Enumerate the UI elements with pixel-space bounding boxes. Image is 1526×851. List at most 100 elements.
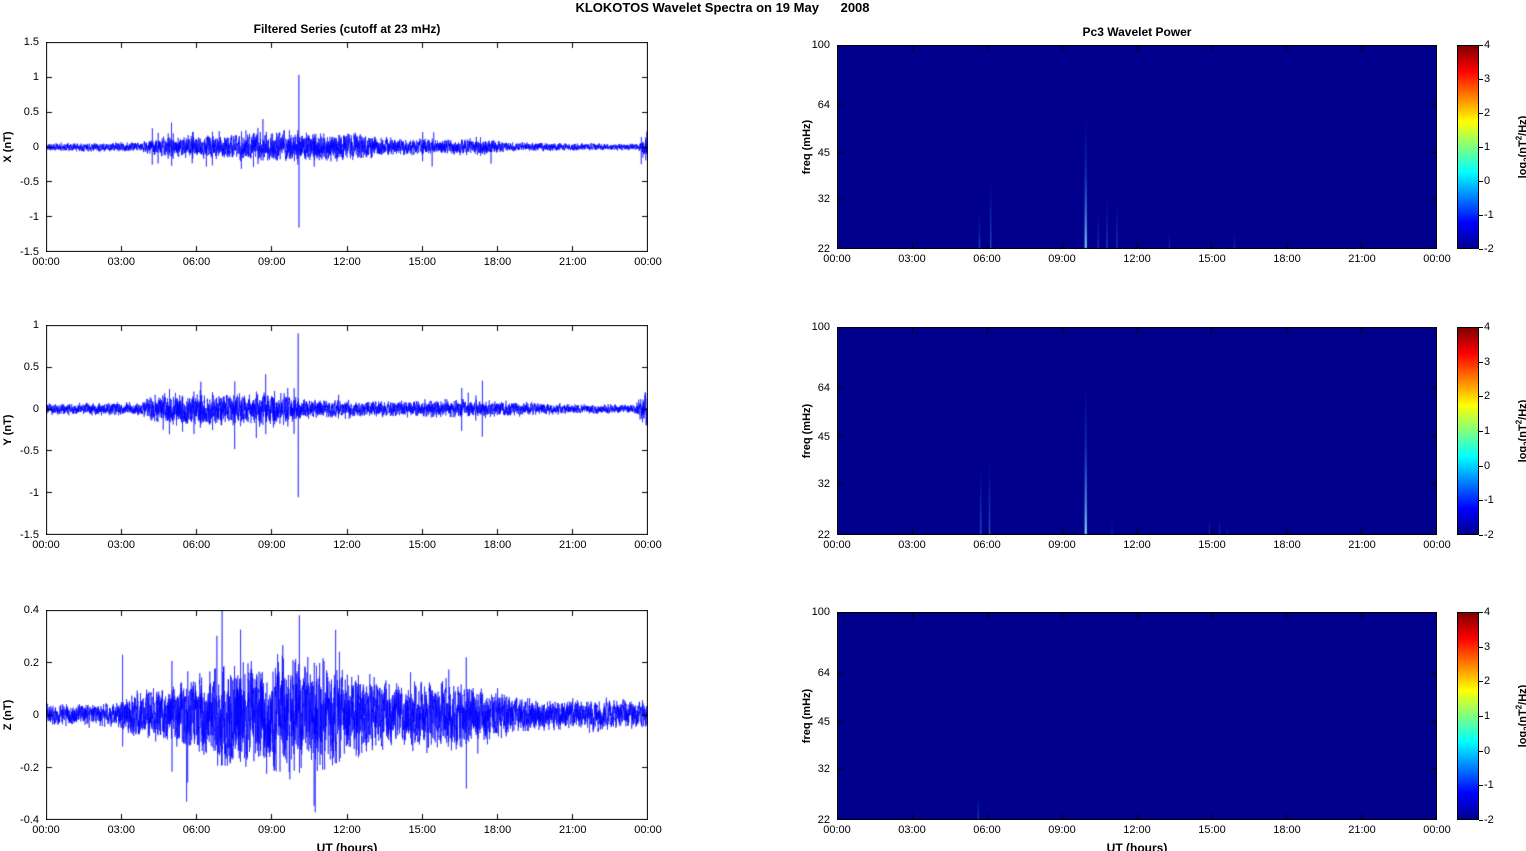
y-tick-label: 32 [817, 762, 830, 775]
x-tick-label: 12:00 [333, 256, 361, 268]
colorbar-tick-label: 0 [1478, 744, 1491, 757]
x-axis-label: UT (hours) [316, 841, 378, 851]
x-tick-label: 15:00 [408, 256, 437, 268]
y-tick-label: -1 [29, 211, 39, 223]
colorbar-tick-label: 0 [1478, 459, 1491, 472]
colorbar-tick-labels: 4 3 2 1 0 -1 -2 [1478, 321, 1509, 541]
x-tick-label: 15:00 [408, 824, 437, 836]
panel-title: Pc3 Wavelet Power [1082, 25, 1192, 39]
colorbar-x: 4 3 2 1 0 -1 -2 log2(nT2/Hz) [1457, 39, 1526, 255]
y-tick-label: 0 [32, 403, 39, 415]
y-tick-label: 32 [817, 477, 830, 490]
x-tick-label: 00:00 [32, 256, 60, 268]
y-tick-label: 100 [811, 39, 830, 51]
y-tick-label: -0.4 [20, 814, 39, 826]
x-tick-label: 12:00 [333, 824, 361, 836]
x-tick-label: 00:00 [823, 824, 851, 836]
y-tick-label: 64 [817, 382, 830, 395]
colorbar-tick-label: -2 [1479, 529, 1494, 541]
x-tick-label: 00:00 [823, 253, 851, 265]
panel-x-wavelet-power: Pc3 Wavelet Power freq (mHz) 22 32 45 64 100… [801, 25, 1451, 265]
panel-y-filtered-series: Y (nT) -1.5 -1 -0.5 0 0.5 1 00:00 03:00 06:00 09… [2, 319, 662, 551]
colorbar-tick-label: 4 [1478, 606, 1491, 618]
x-tick-label: 21:00 [558, 256, 587, 268]
x-tick-label: 09:00 [257, 824, 286, 836]
y-tick-labels: -1.5 -1 -0.5 0 0.5 1 1.5 [10, 36, 46, 258]
colorbar-tick-label: 1 [1478, 425, 1491, 437]
x-wavelet-plot [837, 45, 1437, 249]
y-tick-label: 0 [32, 709, 39, 721]
colorbar-gradient [1457, 45, 1479, 249]
x-tick-label: 21:00 [1348, 539, 1376, 551]
colorbar-tick-label: 3 [1478, 72, 1491, 85]
x-tick-label: 03:00 [898, 824, 926, 836]
panel-title: Filtered Series (cutoff at 23 mHz) [253, 22, 441, 36]
y-wavelet-plot [837, 327, 1437, 535]
colorbar-tick-labels: 4 3 2 1 0 -1 -2 [1478, 606, 1509, 826]
y-tick-label: 0 [32, 141, 39, 153]
x-tick-label: 06:00 [973, 824, 1001, 836]
y-tick-label: 1 [32, 319, 39, 331]
colorbar-tick-label: 4 [1478, 321, 1491, 333]
colorbar-tick-label: -1 [1479, 209, 1494, 221]
colorbar-y: 4 3 2 1 0 -1 -2 log2(nT2/Hz) [1457, 321, 1526, 541]
colorbar-tick-label: 2 [1478, 390, 1491, 403]
x-tick-labels: 00:00 03:00 06:00 09:00 12:00 15:00 18:00 21:00… [32, 252, 662, 268]
colorbar-tick-label: 2 [1478, 675, 1491, 688]
x-tick-label: 03:00 [107, 824, 136, 836]
x-tick-label: 09:00 [1048, 253, 1076, 265]
x-tick-label: 21:00 [558, 539, 587, 551]
x-tick-label: 15:00 [408, 539, 437, 551]
figure-title: KLOKOTOS Wavelet Spectra on 19 May 2008 [575, 0, 870, 15]
colorbar-tick-label: 2 [1478, 106, 1491, 119]
x-tick-label: 00:00 [1423, 253, 1451, 265]
panel-x-filtered-series: Filtered Series (cutoff at 23 mHz) X (nT… [2, 22, 662, 268]
colorbar-z: 4 3 2 1 0 -1 -2 log2(nT2/Hz) [1457, 606, 1526, 826]
y-tick-label: 45 [817, 146, 830, 159]
x-tick-labels: 00:00 03:00 06:00 09:00 12:00 15:00 18:00 21:00… [823, 535, 1451, 551]
x-tick-label: 15:00 [1198, 824, 1226, 836]
colorbar-label: log2(nT2/Hz) [1514, 115, 1526, 179]
y-tick-label: -0.5 [20, 445, 39, 457]
y-tick-label: 32 [817, 192, 830, 205]
y-tick-label: 64 [817, 99, 830, 112]
y-tick-label: 22 [817, 243, 830, 255]
x-tick-label: 06:00 [182, 824, 211, 836]
x-tick-label: 06:00 [973, 539, 1001, 551]
x-tick-label: 18:00 [1273, 824, 1301, 836]
x-tick-label: 00:00 [32, 824, 60, 836]
x-tick-label: 12:00 [1123, 253, 1151, 265]
colorbar-tick-labels: 4 3 2 1 0 -1 -2 [1478, 39, 1509, 255]
x-tick-label: 00:00 [634, 824, 662, 836]
z-series-plot [46, 610, 648, 820]
y-tick-label: 45 [817, 430, 830, 443]
x-tick-label: 12:00 [333, 539, 361, 551]
x-tick-label: 06:00 [182, 539, 211, 551]
y-tick-label: 22 [817, 529, 830, 541]
y-tick-label: 100 [811, 606, 830, 618]
y-tick-label: -1.5 [20, 246, 39, 258]
colorbar-gradient [1457, 612, 1479, 820]
y-tick-label: -1.5 [20, 529, 39, 541]
x-tick-label: 03:00 [107, 256, 136, 268]
y-tick-label: 0.4 [23, 604, 39, 616]
x-tick-label: 06:00 [973, 253, 1001, 265]
y-tick-labels: 22 32 45 64 100 [801, 606, 837, 826]
y-tick-label: 1.5 [23, 36, 39, 48]
colorbar-tick-label: 3 [1478, 355, 1491, 368]
y-series-plot [46, 325, 648, 535]
x-series-plot [46, 42, 648, 252]
x-tick-label: 03:00 [107, 539, 136, 551]
y-tick-label: -0.2 [20, 761, 39, 774]
colorbar-tick-label: 4 [1478, 39, 1491, 51]
y-tick-label: -1 [29, 487, 39, 499]
y-tick-labels: 22 32 45 64 100 [801, 39, 837, 255]
x-tick-label: 00:00 [634, 256, 662, 268]
x-tick-label: 15:00 [1198, 539, 1226, 551]
x-tick-label: 09:00 [257, 256, 286, 268]
x-tick-label: 18:00 [483, 539, 512, 551]
x-tick-label: 18:00 [1273, 539, 1301, 551]
panel-y-wavelet-power: freq (mHz) 22 32 45 64 100 00:00 03:00 06:00 09… [801, 321, 1451, 551]
x-tick-label: 18:00 [483, 824, 512, 836]
x-tick-label: 03:00 [898, 539, 926, 551]
